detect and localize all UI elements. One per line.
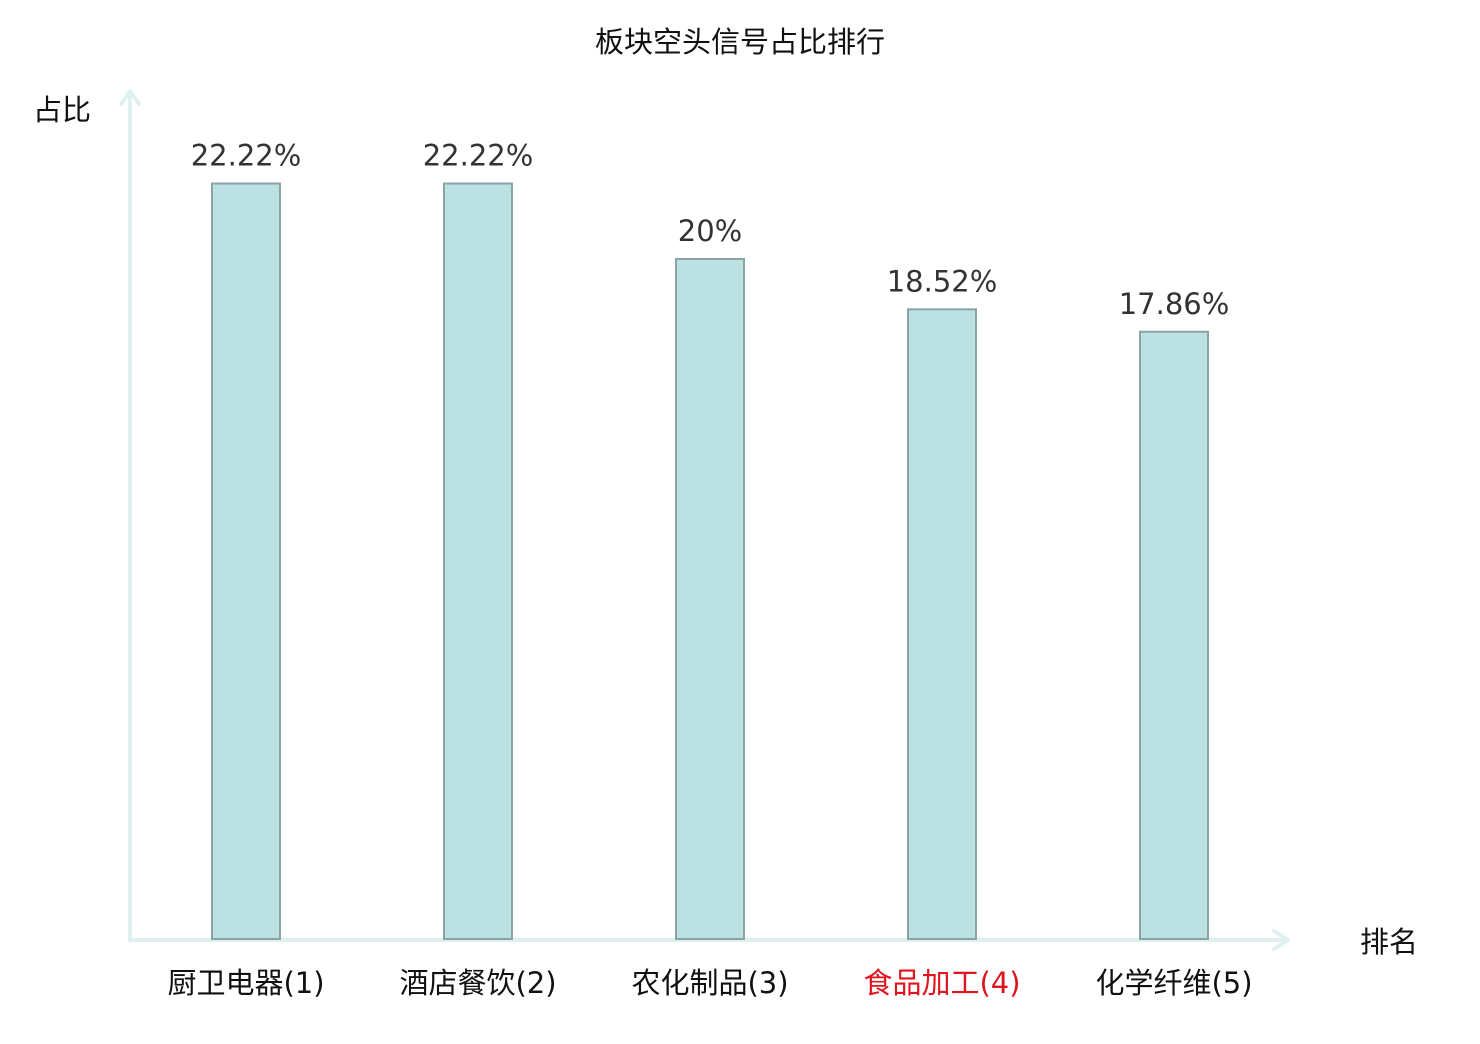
data-label: 22.22%	[191, 139, 302, 173]
bar	[211, 182, 281, 940]
category-label: 酒店餐饮(2)	[399, 966, 556, 1000]
y-axis-title: 占比	[33, 93, 91, 127]
bar	[907, 308, 977, 940]
x-axis-title: 排名	[1360, 925, 1418, 959]
data-label: 20%	[678, 214, 742, 248]
category-label: 农化制品(3)	[631, 966, 788, 1000]
bar	[443, 182, 513, 940]
category-labels-group: 厨卫电器(1) 酒店餐饮(2) 农化制品(3) 食品加工(4) 化学纤维(5)	[167, 966, 1252, 1000]
category-label: 厨卫电器(1)	[167, 966, 324, 1000]
chart-title: 板块空头信号占比排行	[595, 25, 885, 59]
data-labels-group: 22.22% 22.22% 20% 18.52% 17.86%	[191, 139, 1230, 321]
x-axis-arrow	[1272, 929, 1290, 951]
data-label: 17.86%	[1119, 287, 1230, 321]
bars-group	[211, 182, 1209, 940]
data-label: 18.52%	[887, 264, 998, 298]
data-label: 22.22%	[423, 139, 534, 173]
category-label: 化学纤维(5)	[1095, 966, 1252, 1000]
bar	[675, 258, 745, 940]
bar	[1139, 330, 1209, 940]
category-label: 食品加工(4)	[863, 966, 1020, 1000]
